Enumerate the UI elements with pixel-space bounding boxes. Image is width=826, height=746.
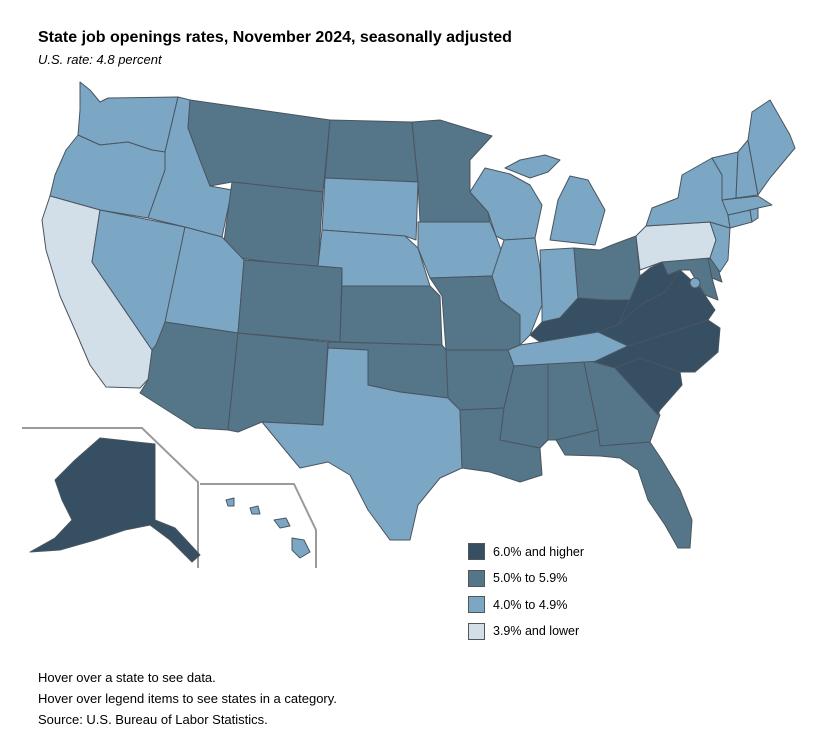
- state-MI-upper-peninsula[interactable]: [504, 154, 561, 179]
- legend-label: 3.9% and lower: [493, 624, 580, 638]
- state-KS[interactable]: [339, 285, 443, 346]
- state-SD[interactable]: [321, 177, 419, 241]
- legend: 6.0% and higher 5.0% to 5.9% 4.0% to 4.9…: [468, 542, 584, 648]
- state-IL[interactable]: [491, 237, 543, 346]
- legend-swatch: [468, 596, 485, 613]
- state-ND[interactable]: [324, 119, 419, 183]
- state-NM[interactable]: [227, 332, 329, 433]
- state-MT[interactable]: [187, 99, 331, 193]
- state-CO[interactable]: [237, 259, 343, 343]
- legend-label: 6.0% and higher: [493, 544, 585, 559]
- alaska-inset-frame: [22, 427, 199, 568]
- state-WI[interactable]: [469, 167, 543, 241]
- legend-item-6-and-higher[interactable]: 6.0% and higher: [468, 542, 584, 561]
- hawaii-inset-frame: [200, 483, 317, 568]
- legend-label: 4.0% to 4.9%: [493, 597, 568, 612]
- legend-swatch: [468, 543, 485, 560]
- state-NY[interactable]: [645, 157, 731, 229]
- state-MN[interactable]: [411, 119, 493, 223]
- state-VT[interactable]: [711, 151, 739, 201]
- legend-label: 5.0% to 5.9%: [493, 571, 568, 585]
- legend-item-4-to-4-9[interactable]: 4.0% to 4.9%: [468, 595, 584, 614]
- state-HI-maui[interactable]: [273, 517, 291, 529]
- state-MI[interactable]: [549, 175, 606, 246]
- hover-state-note: Hover over a state to see data.: [38, 670, 216, 685]
- source-note: Source: U.S. Bureau of Labor Statistics.: [38, 712, 268, 727]
- state-DC[interactable]: [689, 277, 701, 289]
- state-HI-kauai[interactable]: [225, 497, 235, 507]
- chart-title: State job openings rates, November 2024,…: [38, 29, 512, 46]
- state-HI[interactable]: [291, 537, 311, 559]
- state-FL[interactable]: [555, 429, 693, 549]
- state-AR[interactable]: [445, 349, 515, 411]
- legend-swatch: [468, 622, 485, 640]
- legend-swatch: [468, 569, 485, 587]
- state-AK[interactable]: [29, 437, 201, 563]
- state-TX[interactable]: [261, 347, 463, 541]
- state-HI-oahu[interactable]: [249, 505, 261, 515]
- state-OH[interactable]: [573, 235, 641, 301]
- state-IA[interactable]: [417, 221, 505, 279]
- notes: Hover over a state to see data. Hover ov…: [38, 667, 337, 730]
- hover-legend-note: Hover over legend items to see states in…: [38, 691, 337, 706]
- chart-subtitle: U.S. rate: 4.8 percent: [38, 52, 162, 67]
- state-ME[interactable]: [747, 99, 796, 196]
- legend-item-3-9-and-lower[interactable]: 3.9% and lower: [468, 622, 584, 641]
- legend-item-5-to-5-9[interactable]: 5.0% to 5.9%: [468, 569, 584, 588]
- state-MA[interactable]: [721, 195, 773, 216]
